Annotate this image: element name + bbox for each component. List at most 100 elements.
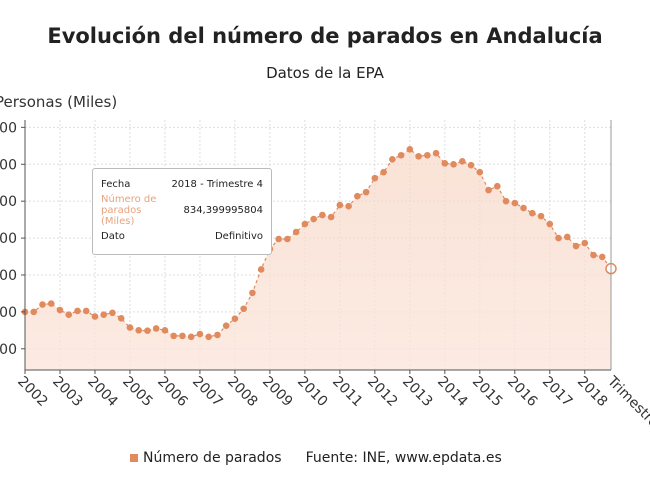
tooltip-series-label: Número de parados (Miles) <box>101 194 157 227</box>
x-tick-label: 2013 <box>399 374 436 411</box>
data-point <box>493 182 501 190</box>
data-point <box>135 327 143 334</box>
data-point <box>65 311 73 318</box>
x-tick-label: 2006 <box>154 374 191 411</box>
tooltip: Fecha 2018 - Trimestre 4 Número de parado… <box>92 168 272 255</box>
y-tick-label: 1.400 <box>0 157 17 173</box>
data-point <box>284 235 291 243</box>
tooltip-dato-value: Definitivo <box>214 231 263 242</box>
data-point <box>563 233 571 241</box>
data-point <box>555 234 562 242</box>
data-point <box>459 158 466 165</box>
x-tick-label: 2008 <box>224 374 261 411</box>
data-point <box>275 235 282 243</box>
x-tick-label: 2009 <box>259 374 296 411</box>
x-tick-label: 2016 <box>504 374 541 411</box>
data-point <box>485 186 492 194</box>
data-point <box>240 305 247 313</box>
y-tick-label: 1.200 <box>0 194 17 210</box>
data-point <box>467 161 475 169</box>
y-tick-label: 1.000 <box>0 231 17 247</box>
y-tick-label: 400 <box>0 342 17 358</box>
data-point <box>598 253 606 261</box>
data-point <box>511 199 519 207</box>
x-tick-label: 2018 <box>574 374 611 411</box>
x-tick-label: 2005 <box>119 374 156 411</box>
data-point <box>450 160 457 168</box>
data-point <box>257 266 265 273</box>
data-point <box>82 307 90 315</box>
data-point <box>424 151 431 159</box>
tooltip-fecha-value: 2018 - Trimestre 4 <box>171 179 263 190</box>
data-point <box>362 188 370 196</box>
tooltip-fecha-label: Fecha <box>101 179 131 190</box>
data-point <box>301 220 309 228</box>
y-tick-label: 600 <box>0 305 17 321</box>
data-point <box>371 174 379 182</box>
y-tick-label: 1.600 <box>0 120 17 136</box>
data-point <box>415 153 422 160</box>
data-point <box>345 202 352 210</box>
data-point <box>581 239 589 247</box>
chart-title: Evolución del número de parados en Andal… <box>47 24 603 48</box>
data-point <box>179 332 186 340</box>
data-point <box>476 168 484 176</box>
legend-label: Número de parados <box>143 450 282 466</box>
data-point <box>170 332 177 340</box>
data-point <box>152 325 160 332</box>
legend-swatch <box>130 454 138 462</box>
data-point <box>56 306 64 314</box>
legend-item[interactable]: Número de parados <box>130 450 282 466</box>
x-tick-label: 2004 <box>84 374 121 411</box>
x-tick-label: 2012 <box>364 374 401 411</box>
x-tick-label: 2017 <box>539 374 576 411</box>
data-point <box>214 331 221 339</box>
data-point <box>310 215 317 223</box>
x-tick-label: 2010 <box>294 374 331 411</box>
data-point <box>30 308 38 316</box>
data-point <box>319 211 326 219</box>
data-point <box>528 209 536 217</box>
data-point <box>91 313 99 320</box>
data-point <box>39 301 46 308</box>
data-point <box>546 220 554 228</box>
x-tick-label: 2014 <box>434 374 471 411</box>
tooltip-dato-label: Dato <box>101 231 125 242</box>
tooltip-series-value: 834,399995804 <box>183 205 263 216</box>
data-point <box>590 251 597 259</box>
data-point <box>292 228 300 236</box>
data-point <box>205 333 212 341</box>
x-tick-label: 2002 <box>14 374 51 411</box>
data-point <box>117 315 125 322</box>
data-point <box>397 151 405 159</box>
data-point <box>100 311 108 318</box>
y-tick-label: 800 <box>0 268 17 284</box>
data-point <box>380 168 387 176</box>
data-point <box>161 327 169 334</box>
data-point <box>432 149 440 157</box>
data-point <box>537 212 545 220</box>
series-area <box>25 149 611 370</box>
data-point <box>109 309 116 317</box>
x-tick-label: 2003 <box>49 374 86 411</box>
y-axis-title: Personas (Miles) <box>0 93 117 111</box>
data-point <box>406 146 414 153</box>
data-point <box>572 242 580 250</box>
data-point <box>502 197 510 205</box>
data-point <box>74 307 81 315</box>
x-tick-label: 2007 <box>189 374 226 411</box>
data-point <box>187 333 195 341</box>
data-point <box>249 289 256 297</box>
x-axis-title: Trimestre <box>603 373 650 431</box>
x-tick-label: 2011 <box>329 374 366 411</box>
data-point <box>441 160 449 167</box>
data-point <box>222 322 230 330</box>
data-point <box>231 315 239 323</box>
data-point <box>144 327 151 335</box>
legend: Número de parados Fuente: INE, www.epdat… <box>130 450 502 466</box>
data-point <box>327 213 335 221</box>
data-point <box>196 330 204 338</box>
data-point <box>126 324 134 331</box>
data-point <box>336 201 344 209</box>
